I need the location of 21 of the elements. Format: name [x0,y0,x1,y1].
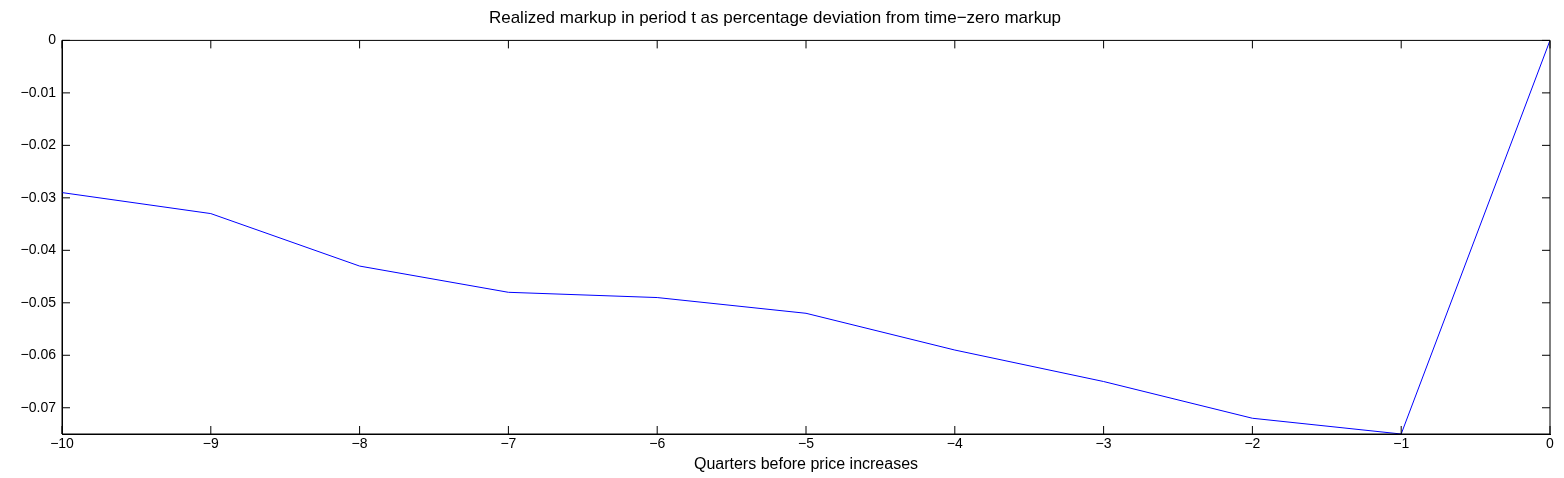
x-tick-label: −1 [1393,435,1410,452]
x-tick-label: 0 [1546,435,1555,452]
y-tick-label: −0.04 [20,241,57,258]
x-tick-label: −6 [649,435,666,452]
x-tick-label: −2 [1244,435,1261,452]
y-tick-label: 0 [48,31,57,48]
x-tick-label: −5 [798,435,815,452]
y-tick-label: −0.01 [20,83,57,100]
x-axis-title: Quarters before price increases [693,454,919,472]
x-tick-label: −10 [50,435,75,452]
x-tick-label: −3 [1095,435,1112,452]
x-tick-label: −4 [946,435,963,452]
chart-title: Realized markup in period t as percentage deviation from time−zero markup [488,7,1062,27]
x-tick-label: −8 [351,435,368,452]
y-tick-label: −0.07 [20,398,57,415]
y-tick-label: −0.06 [20,346,57,363]
y-tick-label: −0.05 [20,293,57,310]
y-tick-label: −0.03 [20,188,57,205]
x-tick-label: −7 [500,435,517,452]
x-tick-label: −9 [202,435,219,452]
y-tick-label: −0.02 [20,136,57,153]
